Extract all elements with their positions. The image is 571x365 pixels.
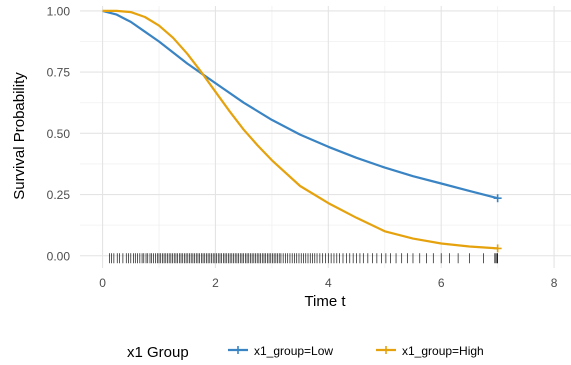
series-lines bbox=[102, 9, 502, 253]
legend: x1 Group x1_group=Low x1_group=High bbox=[127, 344, 484, 361]
series-line-1 bbox=[102, 9, 498, 250]
y-axis-label: Survival Probability bbox=[11, 72, 28, 200]
y-tick-label: 0.50 bbox=[47, 127, 71, 141]
censor-mark bbox=[493, 244, 502, 253]
x-axis-label: Time t bbox=[304, 293, 346, 310]
rug-marks bbox=[108, 253, 498, 264]
legend-item-label: x1_group=Low bbox=[254, 344, 333, 358]
series-line-0 bbox=[102, 9, 498, 200]
x-tick-label: 0 bbox=[99, 276, 106, 290]
y-tick-label: 0.75 bbox=[47, 66, 71, 80]
grid-lines bbox=[80, 6, 571, 268]
x-tick-label: 4 bbox=[325, 276, 332, 290]
y-tick-label: 1.00 bbox=[47, 4, 71, 18]
axis-tick-labels: 0 2 4 6 8 0.00 0.25 0.50 0.75 1.00 bbox=[47, 4, 558, 290]
x-tick-label: 2 bbox=[212, 276, 219, 290]
x-tick-label: 8 bbox=[551, 276, 558, 290]
censor-mark bbox=[493, 194, 502, 203]
legend-item-label: x1_group=High bbox=[402, 344, 484, 358]
x-tick-label: 6 bbox=[438, 276, 445, 290]
y-tick-label: 0.25 bbox=[47, 188, 71, 202]
legend-title: x1 Group bbox=[127, 344, 189, 360]
y-tick-label: 0.00 bbox=[47, 249, 71, 263]
legend-items: x1_group=Low x1_group=High bbox=[228, 344, 484, 358]
